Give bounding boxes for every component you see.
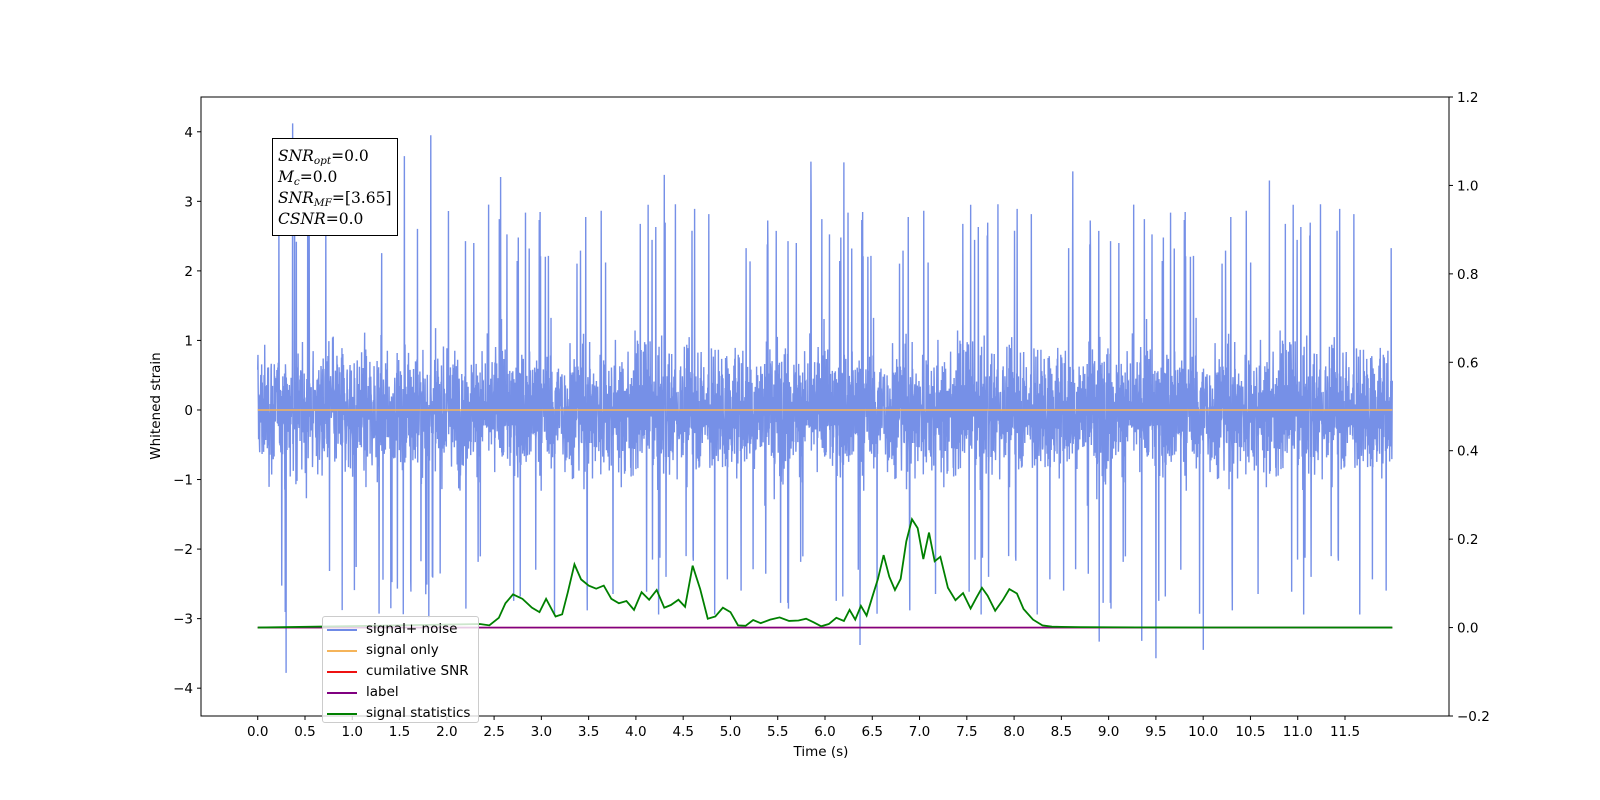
y-tick-label: −1: [173, 473, 193, 489]
snr-opt-text: SNRopt=0.0: [278, 147, 369, 167]
x-tick-label: 0.5: [294, 724, 315, 740]
x-tick-label: 2.0: [436, 724, 457, 740]
x-tick-label: 1.0: [342, 724, 363, 740]
x-tick-label: 1.5: [389, 724, 410, 740]
x-tick-label: 5.0: [720, 724, 741, 740]
legend-swatch: [327, 650, 357, 652]
y-axis-label: Whitened strain: [148, 352, 164, 459]
y-tick-label: 2: [184, 264, 193, 280]
snr-mf-text: SNRMF=[3.65]: [278, 189, 392, 209]
y-tick-label: 3: [184, 194, 193, 210]
x-tick-label: 8.5: [1051, 724, 1072, 740]
y2-tick-label: 0.0: [1457, 621, 1478, 637]
x-axis-ticks: 0.0 0.5 1.0 1.5 2.0 2.5 3.0 3.5 4.0 4.5 5.0 5.5 6.0 6…: [247, 716, 1360, 740]
legend-item-signal-plus-noise: signal+ noise: [323, 620, 478, 641]
legend-label: label: [366, 684, 399, 700]
x-tick-label: 3.5: [578, 724, 599, 740]
chirp-mass-text: Mc=0.0: [278, 168, 338, 188]
legend-label: signal only: [366, 642, 439, 658]
legend-swatch: [327, 713, 357, 715]
y-tick-label: 1: [184, 333, 193, 349]
x-axis-label: Time (s): [793, 744, 849, 760]
y2-tick-label: 0.8: [1457, 267, 1478, 283]
x-tick-label: 11.5: [1330, 724, 1360, 740]
x-tick-label: 3.0: [531, 724, 552, 740]
csnr-text: CSNR=0.0: [278, 210, 364, 228]
x-tick-label: 7.0: [909, 724, 930, 740]
legend-swatch: [327, 692, 357, 694]
y2-tick-label: 0.6: [1457, 355, 1478, 371]
series-signal-statistics: [257, 517, 1393, 629]
y2-tick-label: 0.2: [1457, 532, 1478, 548]
x-tick-label: 6.5: [862, 724, 883, 740]
legend-item-cumulative-snr: cumilative SNR: [323, 662, 478, 683]
x-tick-label: 9.0: [1098, 724, 1119, 740]
legend-item-signal-only: signal only: [323, 641, 478, 662]
x-tick-label: 11.0: [1283, 724, 1313, 740]
y2-tick-label: 1.2: [1457, 90, 1478, 106]
y-tick-label: −3: [173, 612, 193, 628]
x-tick-label: 5.5: [767, 724, 788, 740]
x-tick-label: 6.0: [814, 724, 835, 740]
legend-label: signal+ noise: [366, 621, 458, 637]
x-tick-label: 2.5: [483, 724, 504, 740]
y-tick-label: −2: [173, 542, 193, 558]
y-tick-label: −4: [173, 681, 193, 697]
x-tick-label: 0.0: [247, 724, 268, 740]
x-tick-label: 4.0: [625, 724, 646, 740]
snr-annotation-box: SNRopt=0.0 Mc=0.0 SNRMF=[3.65] CSNR=0.0: [272, 138, 398, 236]
x-tick-label: 10.0: [1188, 724, 1218, 740]
legend-label: signal statistics: [366, 705, 471, 721]
legend-swatch: [327, 671, 357, 673]
y2-tick-label: −0.2: [1457, 709, 1490, 725]
x-tick-label: 10.5: [1235, 724, 1265, 740]
y2-tick-label: 1.0: [1457, 178, 1478, 194]
signal-statistics-line: [257, 517, 1393, 629]
y-tick-label: 4: [184, 125, 193, 141]
series-signal-plus-noise: [257, 123, 1393, 673]
legend-swatch: [327, 629, 357, 631]
y-axis-ticks: −4 −3 −2 −1 0 1 2 3 4: [173, 125, 201, 697]
x-tick-label: 9.5: [1145, 724, 1166, 740]
y2-tick-label: 0.4: [1457, 444, 1478, 460]
y2-axis-ticks: −0.2 0.0 0.2 0.4 0.6 0.8 1.0 1.2: [1449, 90, 1490, 725]
x-tick-label: 7.5: [956, 724, 977, 740]
signal-plus-noise-line: [257, 123, 1393, 673]
y-tick-label: 0: [184, 403, 193, 419]
x-tick-label: 8.0: [1003, 724, 1024, 740]
x-tick-label: 4.5: [672, 724, 693, 740]
legend-item-label: label: [323, 683, 478, 704]
legend: signal+ noise signal only cumilative SNR…: [322, 616, 479, 723]
legend-item-signal-statistics: signal statistics: [323, 704, 478, 725]
legend-label: cumilative SNR: [366, 663, 469, 679]
